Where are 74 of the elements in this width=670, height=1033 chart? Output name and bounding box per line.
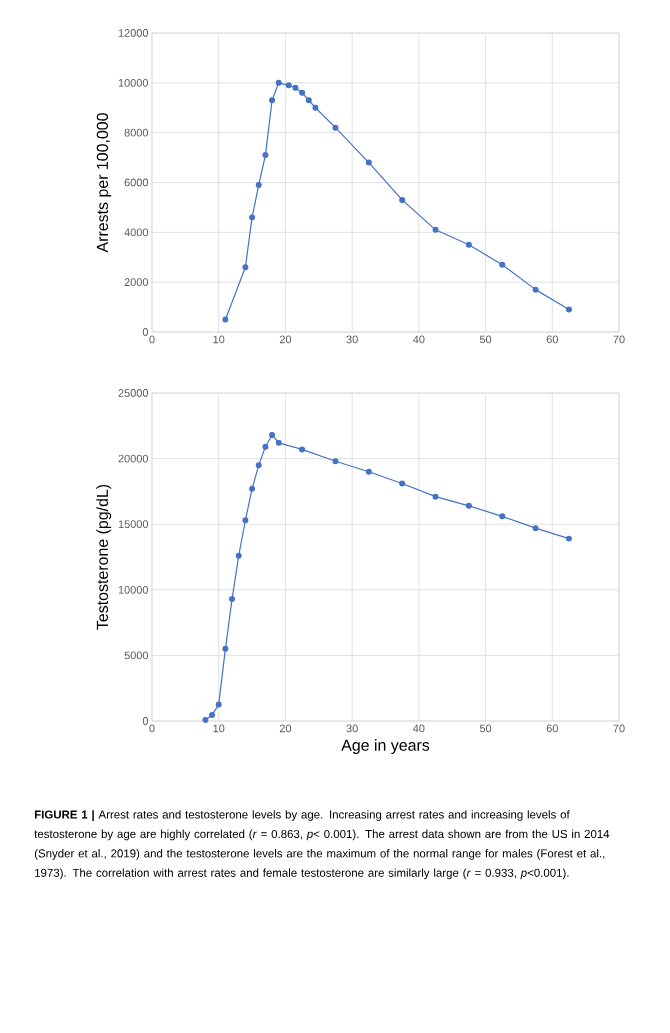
point xyxy=(365,159,372,166)
y-tick-label: 20000 xyxy=(118,454,149,463)
point xyxy=(292,84,299,91)
point xyxy=(465,502,472,509)
y-tick-label: 8000 xyxy=(124,128,149,137)
y-tick-label: 15000 xyxy=(118,520,149,529)
point xyxy=(565,306,572,313)
point xyxy=(269,97,276,104)
point xyxy=(255,181,262,188)
point xyxy=(249,214,256,221)
point xyxy=(275,79,282,86)
point xyxy=(432,493,439,500)
point xyxy=(242,264,249,271)
x-tick-label: 50 xyxy=(479,335,492,344)
x-tick-label: 0 xyxy=(149,335,155,344)
x-tick-label: 40 xyxy=(413,724,425,733)
point xyxy=(202,716,209,723)
point xyxy=(249,485,256,492)
x-tick-label: 0 xyxy=(149,724,155,733)
point xyxy=(269,431,276,438)
point xyxy=(299,89,306,96)
point xyxy=(532,525,539,532)
text: FIGURE 1 | Arrest rates and testosterone levels by age. Increasing arrest rates and increasing levels of testosterone by age are highly correlated (r = 0.863, p< 0.001). The arrest data shown are from the US in 2014 (Snyder et al., 2019) and the testosterone levels are the maximum of the normal range for males (Forest et al., 1973). The correlation with arrest rates and female testosterone are similarly large (r = 0.933, p<0.001). xyxy=(34,810,610,880)
point xyxy=(215,701,222,708)
point xyxy=(242,517,249,524)
point xyxy=(285,82,292,89)
point xyxy=(332,458,339,465)
point xyxy=(499,261,506,268)
x-tick-label: 60 xyxy=(546,335,558,344)
point xyxy=(312,104,319,111)
y-tick-label: 2000 xyxy=(124,278,149,287)
x-tick-label: 10 xyxy=(213,724,225,733)
y-tick-label: 5000 xyxy=(124,651,149,660)
x-tick-label: 10 xyxy=(213,335,225,344)
point xyxy=(499,513,506,520)
y-tick-label: 0 xyxy=(142,717,149,725)
point xyxy=(432,226,439,233)
x-tick-label: 30 xyxy=(346,335,358,344)
y-axis-title: Testosterone (pg/dL) xyxy=(96,484,112,630)
y-tick-label: 4000 xyxy=(124,228,149,237)
x-tick-label: 60 xyxy=(546,724,558,733)
y-tick-label: 12000 xyxy=(118,29,149,37)
point xyxy=(222,645,229,652)
point xyxy=(275,439,282,446)
y-tick-label: 10000 xyxy=(118,585,149,594)
point xyxy=(465,241,472,248)
x-tick-label: 70 xyxy=(613,335,625,344)
point xyxy=(209,712,216,719)
point xyxy=(235,552,242,559)
x-tick-label: 70 xyxy=(613,724,625,733)
x-tick-label: 30 xyxy=(346,724,358,733)
point xyxy=(532,286,539,293)
y-tick-label: 6000 xyxy=(124,178,149,187)
point xyxy=(299,446,306,453)
x-tick-label: 50 xyxy=(479,724,492,733)
y-tick-label: 25000 xyxy=(118,389,149,397)
y-tick-label: 10000 xyxy=(118,78,149,87)
point xyxy=(255,462,262,469)
point xyxy=(399,196,406,203)
y-tick-label: 0 xyxy=(142,328,149,336)
point xyxy=(399,480,406,487)
x-axis-title: Age in years xyxy=(341,739,430,754)
x-tick-label: 20 xyxy=(279,335,292,344)
y-axis-title: Arrests per 100,000 xyxy=(96,113,112,253)
point xyxy=(565,535,572,542)
point xyxy=(262,152,269,159)
point xyxy=(262,443,269,450)
point xyxy=(332,124,339,131)
point xyxy=(365,468,372,475)
point xyxy=(305,97,312,104)
point xyxy=(222,316,229,323)
x-tick-label: 40 xyxy=(413,335,425,344)
point xyxy=(229,595,236,602)
x-tick-label: 20 xyxy=(279,724,292,733)
